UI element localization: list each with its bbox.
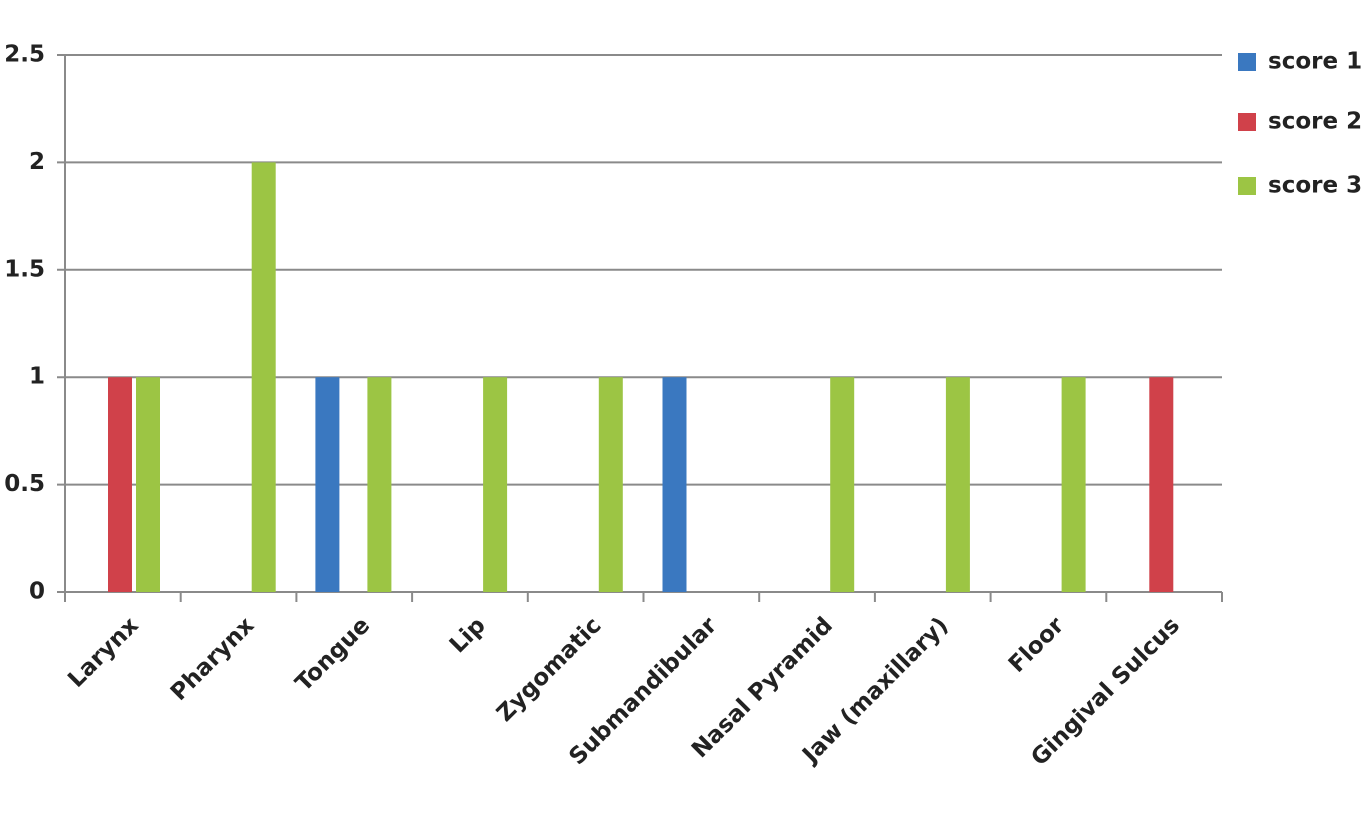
- bar: [483, 377, 508, 592]
- bar: [598, 377, 623, 592]
- legend-label: score 2: [1268, 109, 1362, 135]
- bar: [136, 377, 160, 592]
- bar: [108, 377, 132, 592]
- bar: [315, 377, 340, 592]
- legend-label: score 1: [1268, 49, 1362, 75]
- x-tick-label: Pharynx: [166, 612, 260, 706]
- y-tick-label: 0: [29, 579, 45, 605]
- bar: [830, 377, 855, 592]
- bar: [367, 377, 392, 592]
- legend-swatch: [1238, 177, 1256, 195]
- legend-swatch: [1238, 113, 1256, 131]
- y-tick-label: 1.5: [4, 256, 45, 282]
- bar: [1149, 377, 1174, 592]
- x-tick-label: Lip: [445, 612, 491, 658]
- y-tick-label: 2: [29, 149, 45, 175]
- legend-swatch: [1238, 53, 1256, 71]
- x-tick-label: Zygomatic: [492, 612, 607, 727]
- y-tick-label: 2.5: [4, 42, 45, 68]
- x-tick-label: Floor: [1004, 612, 1070, 678]
- legend-label: score 3: [1268, 173, 1362, 199]
- y-tick-label: 0.5: [4, 471, 45, 497]
- x-tick-label: Larynx: [63, 612, 144, 693]
- bar: [662, 377, 687, 592]
- x-tick-label: Tongue: [291, 612, 375, 696]
- bar: [251, 162, 276, 592]
- bar: [1061, 377, 1086, 592]
- bar: [945, 377, 970, 592]
- y-tick-label: 1: [29, 364, 45, 390]
